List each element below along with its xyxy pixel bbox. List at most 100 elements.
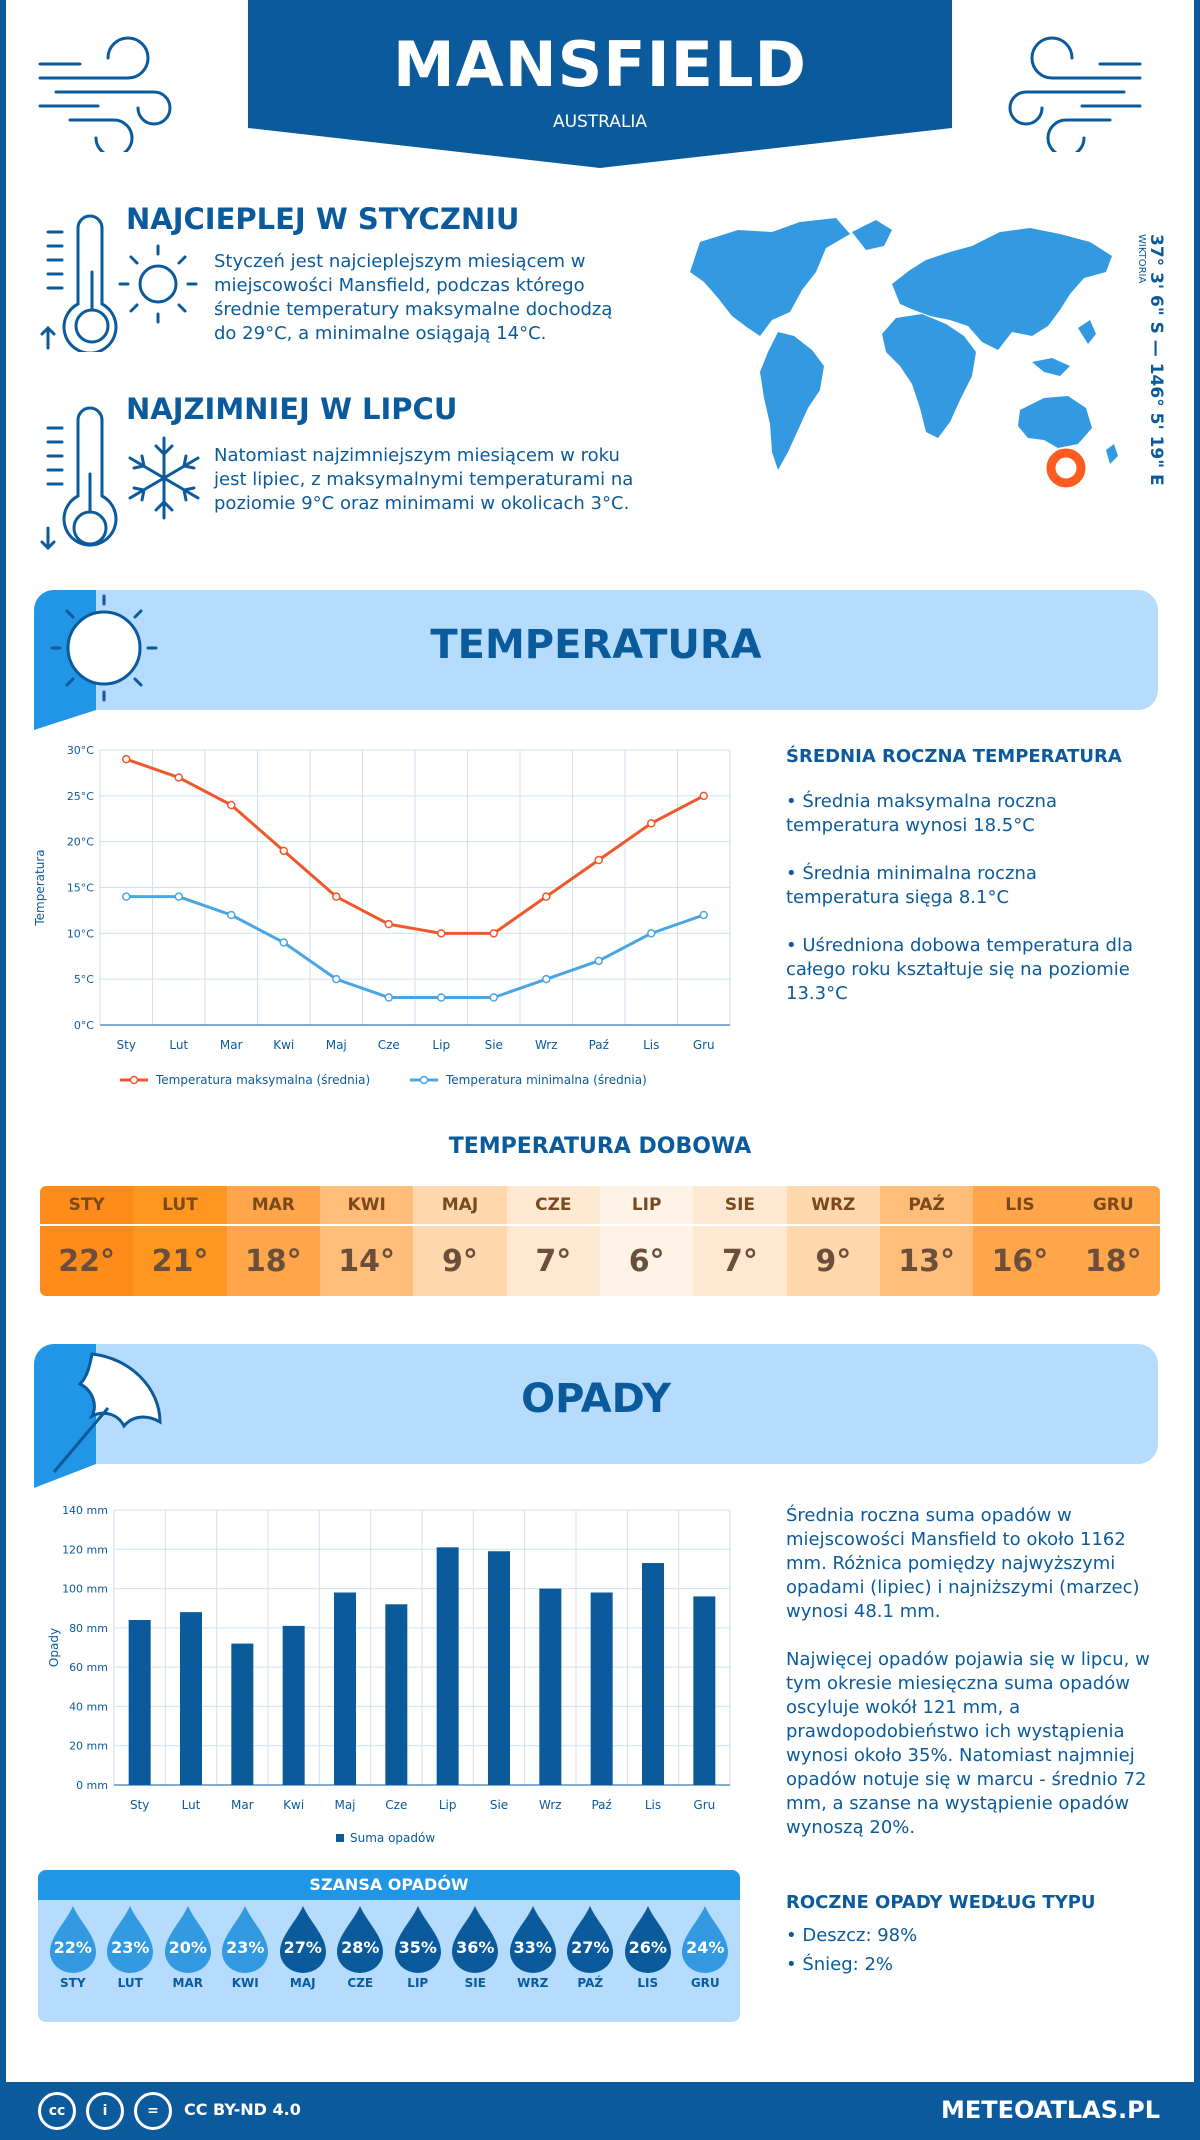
daily-temp-cell: SIE 7° [693, 1186, 787, 1296]
y-tick-label: 140 mm [62, 1504, 108, 1517]
data-point [594, 855, 603, 865]
y-axis-label: Opady [47, 1628, 61, 1667]
data-point [489, 993, 498, 1002]
x-tick-label: Kwi [283, 1798, 304, 1812]
daily-temp-month: MAR [251, 1195, 295, 1215]
y-tick-label: 120 mm [62, 1543, 108, 1556]
rain-chance-month: LIS [637, 1976, 659, 1990]
bar [488, 1551, 510, 1785]
warmest-title: NAJCIEPLEJ W STYCZNIU [126, 202, 520, 236]
rain-chance-percent: 27% [571, 1938, 610, 1957]
temperature-section-title: TEMPERATURA [430, 622, 762, 668]
x-tick-label: Mar [231, 1798, 254, 1812]
cc-icon: cc [38, 2092, 76, 2130]
rain-chance-percent: 24% [686, 1938, 725, 1957]
legend-label: Temperatura minimalna (średnia) [445, 1073, 647, 1087]
temperature-chart: 0°C 5°C 10°C 15°C 20°C 25°C 30°C Sty Lut Mar Kwi Ma… [33, 744, 731, 1087]
daily-temp-cell: PAŹ 13° [879, 1186, 974, 1296]
raindrop-icon [452, 1906, 499, 1973]
precip-type-rain: • Deszcz: 98% [786, 1925, 918, 1946]
daily-temp-value: 13° [879, 1224, 974, 1296]
rain-chance-item: 20% MAR [159, 1904, 217, 1990]
rain-chance-month: CZE [347, 1976, 374, 1990]
data-point [174, 773, 183, 782]
data-point [332, 892, 341, 901]
warmest-text: Styczeń jest najcieplejszym miesiącem w … [214, 251, 613, 344]
y-tick-label: 5°C [74, 973, 94, 986]
rain-chance-item: 27% PAŹ [562, 1904, 620, 1990]
series-line [126, 895, 705, 999]
daily-temp-cell: LIP 6° [599, 1186, 694, 1296]
x-tick-label: Lis [645, 1798, 661, 1812]
data-point [122, 754, 131, 764]
site-link[interactable]: METEOATLAS.PL [940, 2096, 1160, 2124]
y-tick-label: 10°C [67, 927, 94, 940]
rain-chance-month: MAR [172, 1976, 203, 1990]
rain-chance-month: STY [59, 1976, 86, 1990]
data-point [437, 929, 446, 938]
raindrop-icon [567, 1906, 614, 1973]
rain-chance-item: 28% CZE [332, 1904, 390, 1990]
data-point [699, 910, 708, 920]
daily-temp-cell: LIS 16° [973, 1186, 1067, 1296]
raindrop-icon [624, 1906, 671, 1973]
legend-marker [129, 1075, 139, 1085]
x-tick-label: Wrz [539, 1798, 562, 1812]
precip-section-title: OPADY [521, 1376, 671, 1422]
daily-temp-value: 9° [413, 1224, 507, 1296]
legend-swatch [336, 1834, 344, 1842]
daily-temp-cell: MAR 18° [226, 1186, 320, 1296]
raindrop-icon [279, 1906, 326, 1973]
x-tick-label: Gru [693, 1038, 715, 1052]
rain-chance-month: MAJ [289, 1976, 316, 1990]
data-point [227, 910, 236, 920]
daily-temp-value: 22° [40, 1224, 134, 1296]
rain-chance-item: 24% GRU [677, 1904, 735, 1990]
precip-band: OPADY [34, 1344, 1158, 1464]
legend-label: Suma opadów [350, 1831, 435, 1845]
daily-temp-cell: STY 22° [40, 1186, 134, 1296]
temp-point-2: • Średnia minimalna roczna temperatura s… [786, 863, 1037, 908]
wind-icon-left [38, 36, 172, 152]
bar [128, 1620, 151, 1785]
x-tick-label: Lis [643, 1038, 659, 1052]
x-tick-label: Sty [130, 1798, 149, 1812]
daily-temp-value: 9° [786, 1224, 880, 1296]
rain-chance-item: 23% LUT [102, 1904, 160, 1990]
x-tick-label: Lip [439, 1798, 457, 1812]
y-tick-label: 80 mm [69, 1622, 108, 1635]
x-tick-label: Lut [169, 1038, 188, 1052]
raindrop-icon [509, 1906, 556, 1973]
bar [334, 1592, 356, 1785]
daily-temp-cell: KWI 14° [319, 1186, 414, 1296]
daily-temp-month: WRZ [811, 1195, 856, 1215]
bar [180, 1612, 202, 1785]
y-tick-label: 30°C [67, 744, 94, 757]
rain-chance-percent: 33% [513, 1938, 552, 1957]
bar [539, 1588, 562, 1785]
raindrop-icon [164, 1906, 211, 1973]
daily-temp-cell: CZE 7° [506, 1186, 600, 1296]
data-point [542, 974, 551, 984]
rain-chance-percent: 27% [283, 1938, 322, 1957]
coldest-title: NAJZIMNIEJ W LIPCU [126, 392, 458, 426]
data-point [594, 956, 603, 966]
rain-chance-percent: 23% [226, 1938, 265, 1957]
sun-icon [34, 590, 158, 730]
raindrop-icon [682, 1906, 729, 1973]
x-tick-label: Lip [432, 1038, 450, 1052]
data-point [279, 846, 288, 856]
precip-chance-title: SZANSA OPADÓW [38, 1870, 740, 1900]
daily-temp-month: GRU [1092, 1195, 1134, 1215]
city-title: MANSFIELD [393, 28, 807, 101]
license-text: CC BY-ND 4.0 [184, 2100, 301, 2119]
rain-chance-month: GRU [690, 1976, 720, 1990]
raindrop-icon [337, 1906, 384, 1973]
attribution-icon: i [86, 2092, 124, 2130]
data-point [647, 819, 656, 828]
world-map [690, 218, 1118, 488]
temperature-band: TEMPERATURA [34, 590, 1158, 710]
rain-chance-month: SIE [464, 1976, 486, 1990]
rain-chance-item: 22% STY [44, 1904, 102, 1990]
bar [282, 1625, 305, 1785]
